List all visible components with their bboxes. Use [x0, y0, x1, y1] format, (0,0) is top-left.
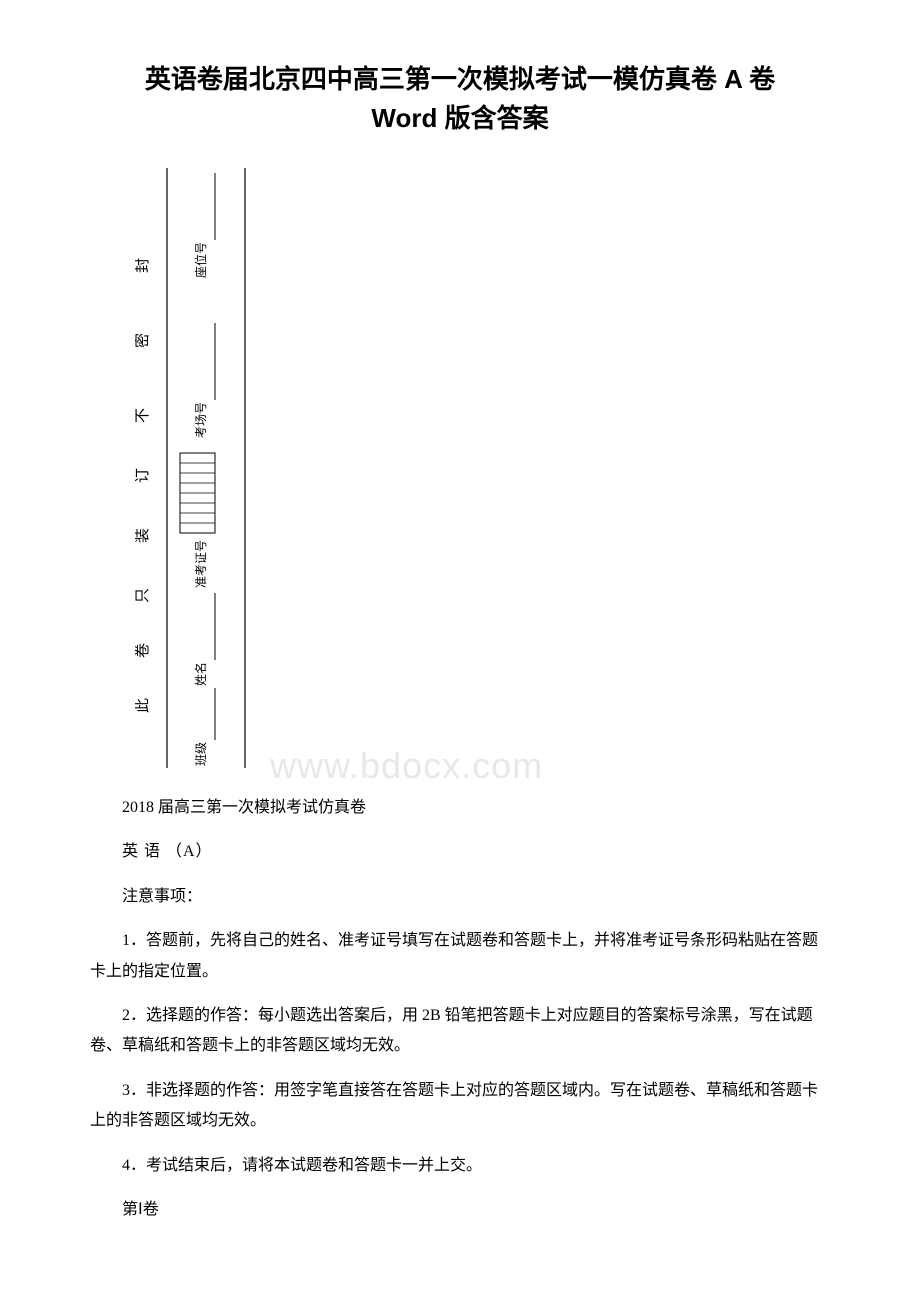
- title-line-1: 英语卷届北京四中高三第一次模拟考试一模仿真卷 A 卷: [90, 60, 830, 99]
- svg-text:密: 密: [135, 333, 151, 348]
- svg-text:不: 不: [135, 408, 151, 423]
- svg-text:卷: 卷: [135, 643, 151, 658]
- exam-header: 2018 届高三第一次模拟考试仿真卷: [90, 793, 830, 823]
- binding-vertical-text: 此 卷 只 装 订 不 密 封: [135, 258, 151, 713]
- svg-text:封: 封: [135, 258, 151, 273]
- notice-item-2: 2．选择题的作答：每小题选出答案后，用 2B 铅笔把答题卡上对应题目的答案标号涂…: [90, 1001, 830, 1062]
- svg-text:只: 只: [135, 588, 151, 603]
- notice-item-3: 3．非选择题的作答：用签字笔直接答在答题卡上对应的答题区域内。写在试题卷、草稿纸…: [90, 1076, 830, 1137]
- label-zhunkaozheng: 准考证号: [194, 540, 208, 588]
- binding-strip-svg: 此 卷 只 装 订 不 密 封 班级 姓名 准考证号: [135, 168, 255, 768]
- label-kaochang: 考场号: [194, 402, 208, 438]
- section-header: 第Ⅰ卷: [90, 1195, 830, 1225]
- notice-item-4: 4．考试结束后，请将本试题卷和答题卡一并上交。: [90, 1151, 830, 1181]
- zhunkaozheng-grid: [180, 453, 215, 533]
- svg-text:订: 订: [135, 468, 151, 483]
- notice-label: 注意事项：: [90, 882, 830, 912]
- binding-fields: 班级 姓名 准考证号 考场号 座位号: [180, 173, 215, 766]
- subject-line: 英 语 （A）: [90, 837, 830, 867]
- svg-text:此: 此: [135, 698, 151, 713]
- label-zuowei: 座位号: [193, 242, 208, 278]
- notice-item-1: 1．答题前，先将自己的姓名、准考证号填写在试题卷和答题卡上，并将准考证号条形码粘…: [90, 926, 830, 987]
- binding-strip: 此 卷 只 装 订 不 密 封 班级 姓名 准考证号: [135, 168, 830, 768]
- document-body: 2018 届高三第一次模拟考试仿真卷 英 语 （A） 注意事项： 1．答题前，先…: [90, 793, 830, 1225]
- title-line-2: Word 版含答案: [90, 99, 830, 138]
- svg-text:装: 装: [135, 528, 151, 543]
- label-xingming: 姓名: [193, 662, 208, 686]
- document-title: 英语卷届北京四中高三第一次模拟考试一模仿真卷 A 卷 Word 版含答案: [90, 60, 830, 138]
- label-banji: 班级: [194, 742, 208, 766]
